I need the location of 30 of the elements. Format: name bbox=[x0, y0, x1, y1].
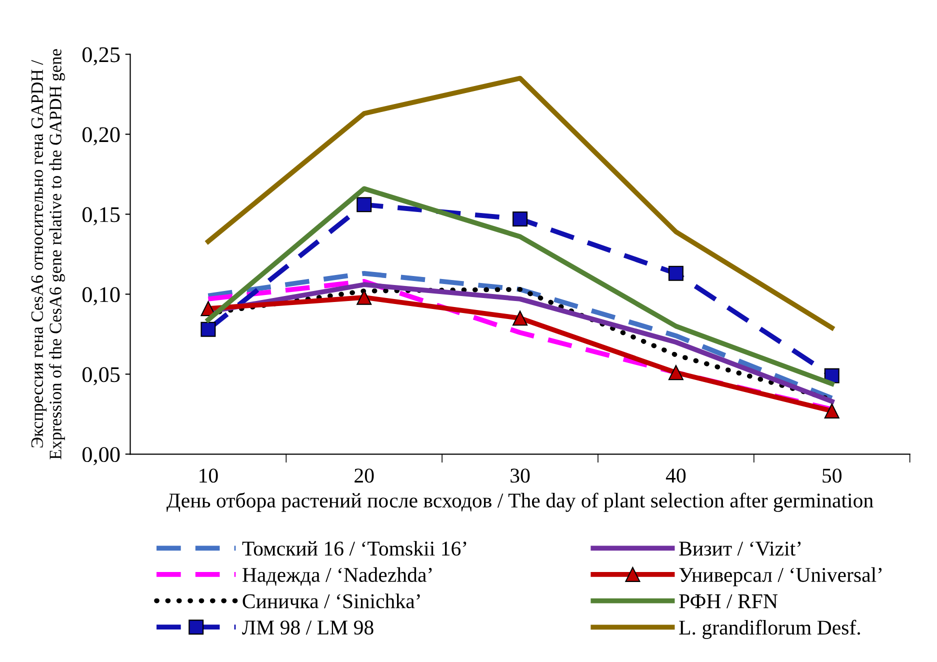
legend-label: Томский 16 / ‘Tomskii 16’ bbox=[242, 540, 466, 556]
legend-label: Визит / ‘Vizit’ bbox=[679, 542, 801, 556]
y-axis-title: Экспрессия гена CesA6 относительно гена GAPDH / Expression of the CesA6 gene relative to the GAPDH gene bbox=[31, 49, 65, 460]
legend-label: Синичка / ‘Sinichka’ bbox=[242, 594, 420, 608]
point bbox=[668, 365, 684, 380]
line-series bbox=[206, 76, 834, 330]
x-tick-label: 30 bbox=[510, 468, 530, 483]
legend-label: L. grandiflorum Desf. bbox=[679, 620, 860, 639]
y-tick-label: 0,05 bbox=[82, 367, 120, 386]
point bbox=[356, 290, 372, 305]
point bbox=[824, 403, 840, 418]
legend-label: ЛМ 98 / LM 98 bbox=[242, 620, 374, 635]
point bbox=[512, 212, 528, 227]
x-tick-label: 40 bbox=[666, 468, 686, 483]
legend-label: Универсал / ‘Universal’ bbox=[679, 567, 882, 586]
legend-label: Надежда / ‘Nadezhda’ bbox=[242, 567, 432, 586]
x-axis-title: День отбора растений после всходов / The day of plant selection after germination bbox=[166, 492, 874, 512]
legend-label: РФН / RFN bbox=[679, 594, 778, 608]
y-tick-label: 0,15 bbox=[82, 207, 120, 226]
x-tick-label: 20 bbox=[354, 468, 374, 483]
x-tick-label: 10 bbox=[200, 468, 218, 483]
y-tick-label: 0,20 bbox=[82, 127, 120, 146]
y-tick-label: 0,10 bbox=[82, 287, 120, 306]
x-tick-label: 50 bbox=[822, 468, 842, 483]
point bbox=[356, 197, 372, 212]
point bbox=[200, 322, 216, 337]
point bbox=[668, 266, 684, 281]
point bbox=[512, 310, 528, 326]
y-tick-label: 0,25 bbox=[82, 47, 120, 66]
y-tick-label: 0,00 bbox=[82, 447, 120, 466]
